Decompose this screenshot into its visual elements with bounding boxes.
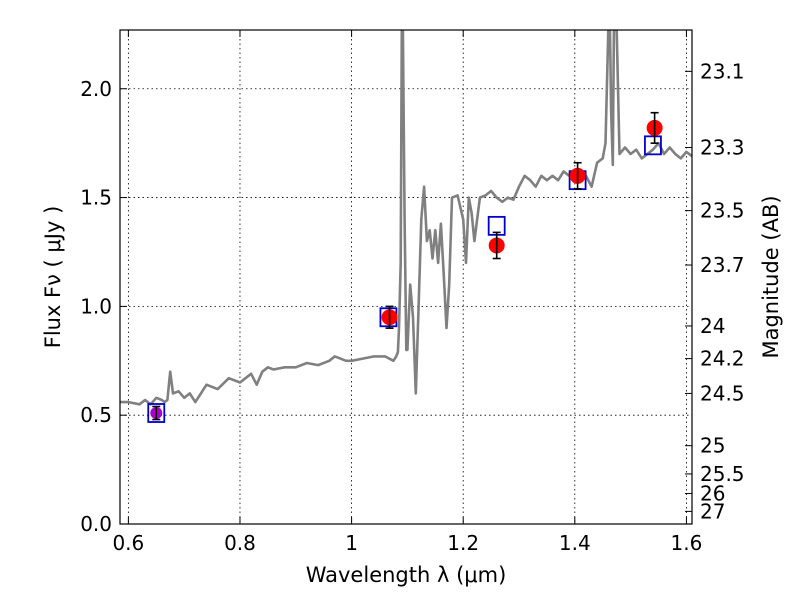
x-tick-label: 0.8 bbox=[224, 531, 256, 555]
x-tick-label: 1.2 bbox=[447, 531, 479, 555]
x-tick-label: 1 bbox=[345, 531, 358, 555]
y-tick-label: 1.0 bbox=[80, 294, 112, 318]
y-tick-label: 1.5 bbox=[80, 186, 112, 210]
x-tick-label: 0.6 bbox=[112, 531, 144, 555]
y2-tick-label: 23.7 bbox=[700, 253, 745, 277]
y2-tick-label: 24.5 bbox=[700, 381, 745, 405]
y2-tick-label: 25.5 bbox=[700, 462, 745, 486]
x-axis-label: Wavelength λ (μm) bbox=[306, 563, 507, 587]
x-tick-label: 1.6 bbox=[671, 531, 703, 555]
y2-tick-label: 27 bbox=[700, 499, 725, 523]
markers-layer bbox=[147, 111, 663, 423]
y2-tick-label: 24.2 bbox=[700, 347, 745, 371]
spectrum-line bbox=[120, 30, 692, 406]
y-tick-label: 0.0 bbox=[80, 512, 112, 536]
y2-tick-label: 23.5 bbox=[700, 199, 745, 223]
y2-axis-label: Magnitude (AB) bbox=[759, 195, 783, 358]
y2-tick-label: 23.3 bbox=[700, 136, 745, 160]
plot-frame bbox=[119, 29, 693, 525]
axis-ticks bbox=[120, 30, 692, 525]
model-square-marker bbox=[644, 135, 662, 156]
model-spectrum-layer bbox=[120, 30, 692, 406]
model-square-marker bbox=[147, 403, 166, 423]
y-tick-label: 0.5 bbox=[80, 403, 112, 427]
y2-tick-label: 26 bbox=[700, 482, 725, 506]
x-tick-label: 1.4 bbox=[559, 531, 591, 555]
y-tick-label: 2.0 bbox=[80, 77, 112, 101]
y2-tick-label: 24 bbox=[700, 314, 725, 338]
y2-tick-label: 23.1 bbox=[700, 59, 745, 83]
y-axis-label: Flux Fν ( μJy ) bbox=[41, 206, 65, 349]
y2-tick-label: 25 bbox=[700, 434, 725, 458]
